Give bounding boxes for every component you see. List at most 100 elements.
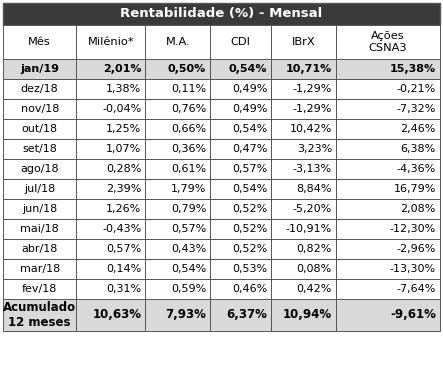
Bar xyxy=(271,259,336,279)
Bar xyxy=(336,99,440,119)
Text: 0,66%: 0,66% xyxy=(171,124,206,134)
Bar xyxy=(271,279,336,299)
Bar xyxy=(271,25,336,59)
Bar xyxy=(210,139,271,159)
Bar xyxy=(336,239,440,259)
Text: jul/18: jul/18 xyxy=(24,184,55,194)
Bar xyxy=(76,239,145,259)
Bar xyxy=(76,179,145,199)
Text: -0,04%: -0,04% xyxy=(102,104,141,114)
Bar xyxy=(3,139,76,159)
Bar xyxy=(336,179,440,199)
Bar xyxy=(3,259,76,279)
Text: jan/19: jan/19 xyxy=(20,64,59,74)
Text: -12,30%: -12,30% xyxy=(390,224,436,234)
Bar xyxy=(210,25,271,59)
Bar xyxy=(145,179,210,199)
Text: 0,76%: 0,76% xyxy=(171,104,206,114)
Text: 0,42%: 0,42% xyxy=(297,284,332,294)
Text: -7,32%: -7,32% xyxy=(396,104,436,114)
Bar xyxy=(271,79,336,99)
Text: jun/18: jun/18 xyxy=(22,204,57,214)
Text: 1,07%: 1,07% xyxy=(106,144,141,154)
Text: 2,01%: 2,01% xyxy=(103,64,141,74)
Text: 15,38%: 15,38% xyxy=(390,64,436,74)
Text: fev/18: fev/18 xyxy=(22,284,58,294)
Bar xyxy=(76,299,145,331)
Text: 0,54%: 0,54% xyxy=(229,64,267,74)
Bar xyxy=(76,219,145,239)
Text: 1,38%: 1,38% xyxy=(106,84,141,94)
Text: 0,49%: 0,49% xyxy=(232,84,267,94)
Bar xyxy=(76,159,145,179)
Bar xyxy=(336,119,440,139)
Text: -3,13%: -3,13% xyxy=(293,164,332,174)
Bar xyxy=(336,59,440,79)
Text: dez/18: dez/18 xyxy=(21,84,58,94)
Text: Mês: Mês xyxy=(28,37,51,47)
Text: -4,36%: -4,36% xyxy=(397,164,436,174)
Bar xyxy=(76,99,145,119)
Bar xyxy=(3,299,76,331)
Bar xyxy=(210,179,271,199)
Bar xyxy=(145,259,210,279)
Text: 0,82%: 0,82% xyxy=(297,244,332,254)
Text: 1,79%: 1,79% xyxy=(171,184,206,194)
Text: 10,94%: 10,94% xyxy=(283,308,332,322)
Bar xyxy=(336,199,440,219)
Text: Ações
CSNA3: Ações CSNA3 xyxy=(369,31,407,53)
Text: 0,57%: 0,57% xyxy=(232,164,267,174)
Bar xyxy=(145,139,210,159)
Bar xyxy=(271,139,336,159)
Text: 0,47%: 0,47% xyxy=(232,144,267,154)
Text: 10,42%: 10,42% xyxy=(290,124,332,134)
Text: 6,38%: 6,38% xyxy=(401,144,436,154)
Bar xyxy=(145,79,210,99)
Bar xyxy=(76,259,145,279)
Bar xyxy=(271,199,336,219)
Text: 0,61%: 0,61% xyxy=(171,164,206,174)
Bar xyxy=(336,139,440,159)
Text: 0,54%: 0,54% xyxy=(232,184,267,194)
Bar xyxy=(145,25,210,59)
Bar xyxy=(3,3,440,25)
Text: -9,61%: -9,61% xyxy=(390,308,436,322)
Bar xyxy=(271,299,336,331)
Bar xyxy=(145,279,210,299)
Bar xyxy=(145,299,210,331)
Text: 0,79%: 0,79% xyxy=(171,204,206,214)
Bar xyxy=(336,159,440,179)
Bar xyxy=(3,219,76,239)
Text: 7,93%: 7,93% xyxy=(165,308,206,322)
Bar xyxy=(76,59,145,79)
Text: 0,52%: 0,52% xyxy=(232,204,267,214)
Bar xyxy=(3,199,76,219)
Bar xyxy=(3,239,76,259)
Text: 0,28%: 0,28% xyxy=(106,164,141,174)
Text: 0,36%: 0,36% xyxy=(171,144,206,154)
Bar xyxy=(210,199,271,219)
Bar xyxy=(3,79,76,99)
Text: 0,14%: 0,14% xyxy=(106,264,141,274)
Bar xyxy=(336,79,440,99)
Bar xyxy=(336,219,440,239)
Text: 1,26%: 1,26% xyxy=(106,204,141,214)
Text: 0,11%: 0,11% xyxy=(171,84,206,94)
Text: 1,25%: 1,25% xyxy=(106,124,141,134)
Text: mar/18: mar/18 xyxy=(19,264,60,274)
Text: 2,39%: 2,39% xyxy=(106,184,141,194)
Text: IBrX: IBrX xyxy=(292,37,315,47)
Text: 16,79%: 16,79% xyxy=(394,184,436,194)
Bar xyxy=(210,79,271,99)
Text: out/18: out/18 xyxy=(22,124,58,134)
Text: 10,63%: 10,63% xyxy=(93,308,141,322)
Text: nov/18: nov/18 xyxy=(20,104,59,114)
Text: 0,46%: 0,46% xyxy=(232,284,267,294)
Text: ago/18: ago/18 xyxy=(20,164,59,174)
Text: set/18: set/18 xyxy=(22,144,57,154)
Text: 0,49%: 0,49% xyxy=(232,104,267,114)
Bar xyxy=(76,79,145,99)
Text: 0,31%: 0,31% xyxy=(106,284,141,294)
Text: 2,46%: 2,46% xyxy=(400,124,436,134)
Bar xyxy=(210,59,271,79)
